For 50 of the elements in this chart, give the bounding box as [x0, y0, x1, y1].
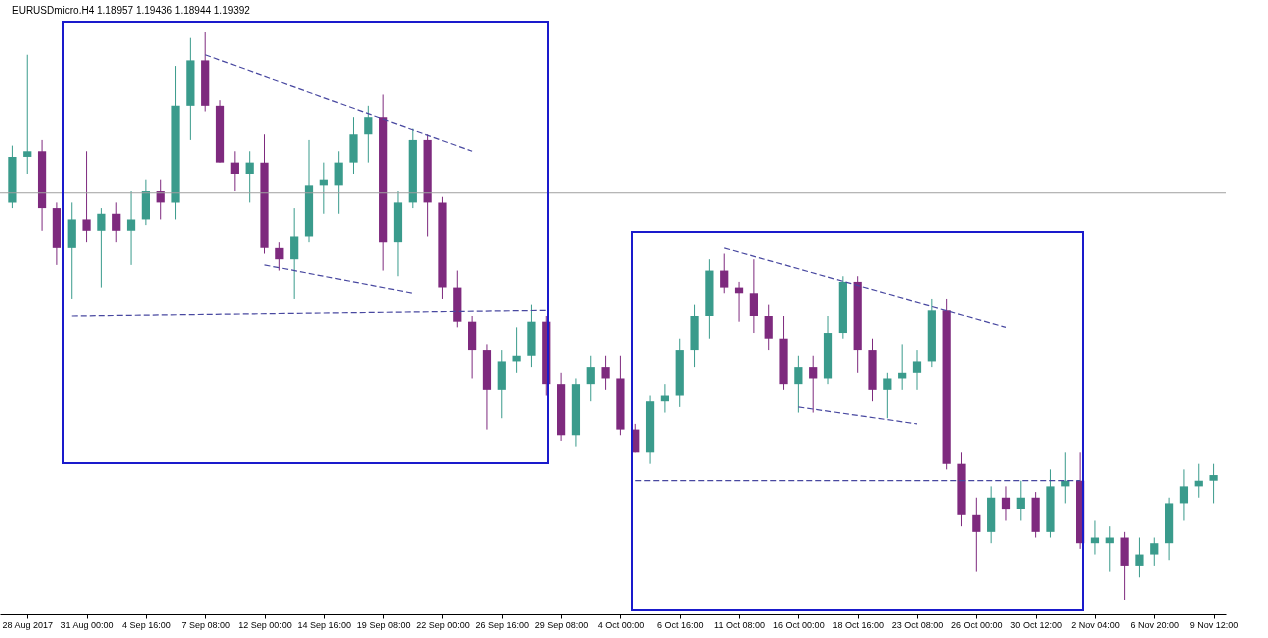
- x-tick-label: 9 Nov 12:00: [1189, 619, 1239, 630]
- chart-title: EURUSDmicro.H4 1.18957 1.19436 1.18944 1.19392: [12, 4, 251, 16]
- candlestick: [883, 372, 892, 419]
- candlestick: [586, 355, 595, 402]
- candlestick: [82, 150, 91, 243]
- candlestick: [601, 355, 610, 391]
- x-tick-label: 19 Sep 08:00: [356, 619, 411, 630]
- candlestick: [112, 201, 121, 243]
- x-tick-label: 11 Oct 08:00: [714, 619, 765, 630]
- candlestick: [912, 349, 922, 391]
- x-tick-label: 16 Oct 00:00: [773, 619, 825, 630]
- x-tick-label: 30 Oct 12:00: [1010, 619, 1062, 630]
- x-tick-label: 14 Sep 16:00: [297, 619, 352, 630]
- candlestick: [334, 150, 343, 215]
- candlestick: [720, 253, 729, 294]
- x-tick-label: 18 Oct 16:00: [832, 619, 884, 630]
- x-tick-label: 2 Nov 04:00: [1071, 619, 1120, 630]
- candlestick: [764, 304, 773, 351]
- candlestick: [290, 207, 299, 300]
- candlestick: [245, 150, 254, 203]
- x-tick-label: 7 Sep 08:00: [181, 619, 230, 630]
- x-tick-label: 28 Aug 2017: [2, 619, 54, 630]
- candlestick: [1016, 480, 1025, 521]
- candlestick: [230, 150, 239, 192]
- candlestick: [1209, 463, 1218, 504]
- x-tick-label: 22 Sep 00:00: [416, 619, 470, 630]
- candlestick: [364, 105, 373, 164]
- candlestick: [23, 54, 32, 175]
- x-tick-label: 6 Oct 16:00: [656, 619, 704, 630]
- candlestick: [809, 355, 818, 414]
- x-tick-label: 26 Sep 16:00: [475, 619, 530, 630]
- candlestick: [97, 207, 106, 289]
- x-tick-label: 29 Sep 08:00: [534, 619, 589, 630]
- candlestick: [1135, 537, 1144, 578]
- x-tick-label: 31 Aug 00:00: [60, 619, 114, 630]
- candlestick: [512, 326, 521, 374]
- candlestick: [1001, 485, 1011, 521]
- candlestick: [972, 497, 981, 573]
- x-tick-label: 23 Oct 08:00: [891, 619, 944, 630]
- candlestick: [275, 241, 284, 272]
- x-tick-label: 26 Oct 00:00: [951, 619, 1003, 630]
- x-tick-label: 6 Nov 20:00: [1130, 619, 1180, 630]
- candlestick: [126, 190, 136, 266]
- candlestick: [749, 258, 758, 334]
- x-tick-label: 4 Sep 16:00: [122, 619, 171, 630]
- candlestick: [794, 355, 803, 414]
- candlestick: [1179, 468, 1189, 521]
- x-tick-label: 12 Sep 00:00: [238, 619, 292, 630]
- x-tick-label: 4 Oct 00:00: [597, 619, 645, 630]
- candlestick: [1150, 537, 1159, 567]
